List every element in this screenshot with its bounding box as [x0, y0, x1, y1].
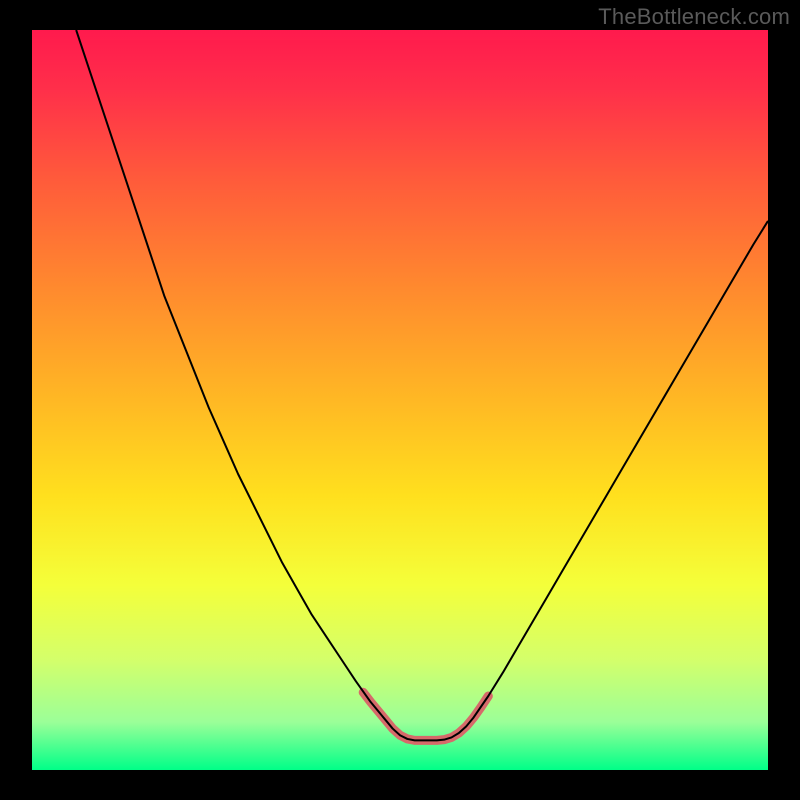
plot-background — [32, 30, 768, 770]
chart-stage: TheBottleneck.com — [0, 0, 800, 800]
bottleneck-chart — [0, 0, 800, 800]
